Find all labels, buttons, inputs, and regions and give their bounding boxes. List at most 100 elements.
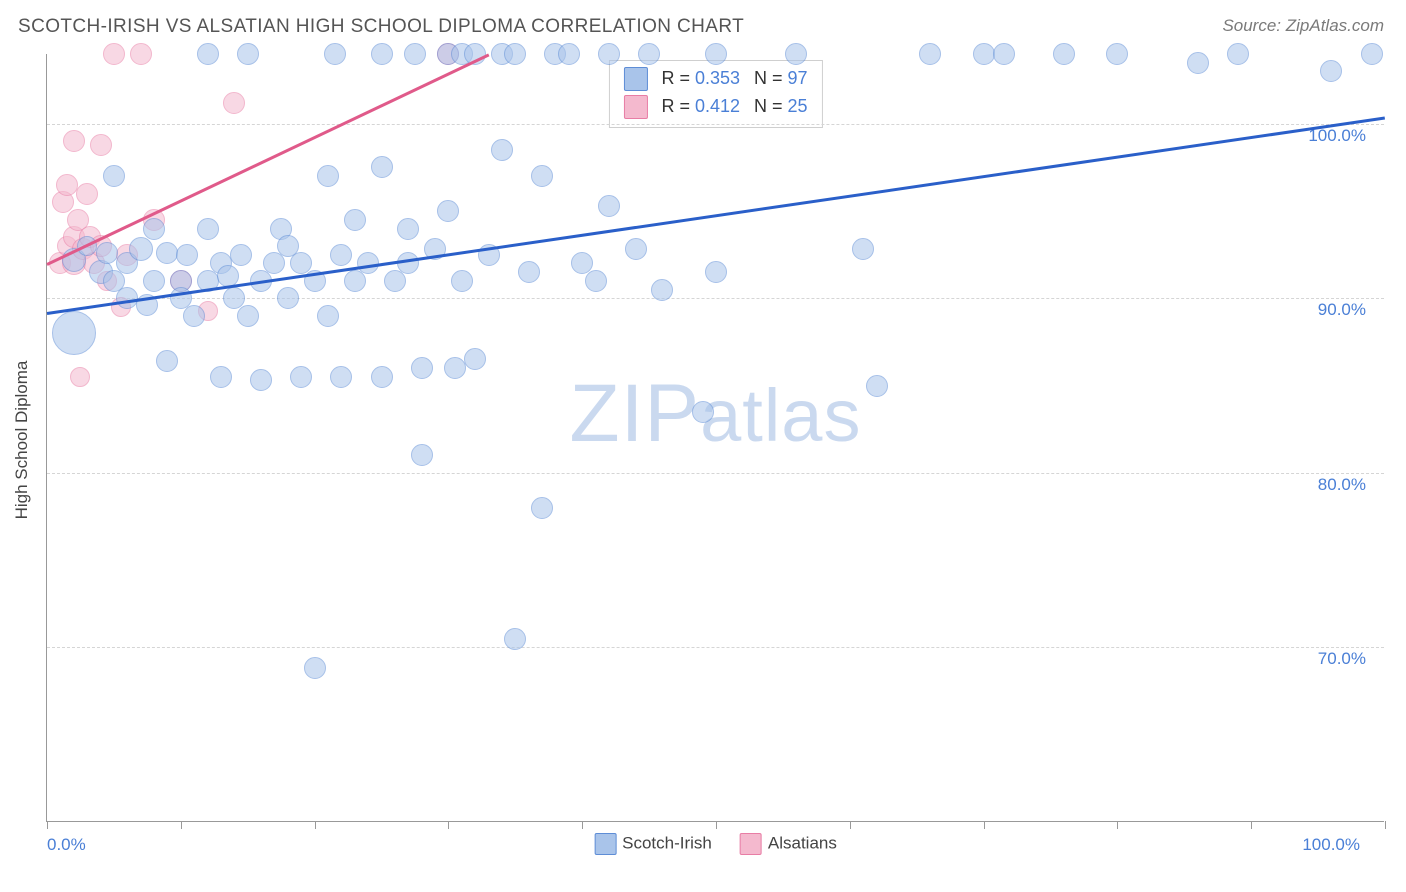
- data-point: [1187, 52, 1209, 74]
- data-point: [404, 43, 426, 65]
- y-axis-label: High School Diploma: [12, 361, 32, 520]
- data-point: [785, 43, 807, 65]
- data-point: [156, 350, 178, 372]
- data-point: [317, 305, 339, 327]
- data-point: [230, 244, 252, 266]
- data-point: [52, 311, 96, 355]
- stat-r-value: 0.353: [695, 68, 740, 88]
- data-point: [518, 261, 540, 283]
- stats-row: R = 0.412 N = 25: [623, 93, 807, 121]
- x-tick-mark: [582, 821, 583, 829]
- data-point: [143, 218, 165, 240]
- grid-line: [47, 647, 1384, 648]
- x-tick-mark: [47, 821, 48, 829]
- data-point: [103, 165, 125, 187]
- data-point: [1361, 43, 1383, 65]
- stats-row: R = 0.353N = 97: [623, 65, 807, 93]
- x-tick-mark: [448, 821, 449, 829]
- data-point: [651, 279, 673, 301]
- trend-line: [47, 117, 1385, 315]
- legend-item: Scotch-Irish: [594, 833, 712, 855]
- watermark-suffix: atlas: [700, 374, 861, 457]
- legend-label: Alsatians: [768, 833, 837, 852]
- data-point: [197, 43, 219, 65]
- data-point: [852, 238, 874, 260]
- data-point: [197, 218, 219, 240]
- data-point: [437, 200, 459, 222]
- data-point: [1320, 60, 1342, 82]
- grid-line: [47, 473, 1384, 474]
- data-point: [156, 242, 178, 264]
- data-point: [317, 165, 339, 187]
- plot-area: ZIPatlas R = 0.353N = 97R = 0.412N = 25 …: [46, 54, 1384, 822]
- data-point: [531, 165, 553, 187]
- x-tick-mark: [984, 821, 985, 829]
- stat-r-value: 0.412: [695, 96, 740, 116]
- data-point: [692, 401, 714, 423]
- stat-n-label: N = 25: [754, 93, 808, 121]
- data-point: [330, 366, 352, 388]
- x-tick-mark: [1385, 821, 1386, 829]
- x-tick-origin: 0.0%: [47, 835, 86, 855]
- bottom-legend: Scotch-Irish Alsatians: [594, 833, 837, 855]
- legend-swatch: [594, 833, 616, 855]
- data-point: [324, 43, 346, 65]
- data-point: [183, 305, 205, 327]
- data-point: [504, 43, 526, 65]
- data-point: [277, 287, 299, 309]
- stat-n-value: 97: [788, 68, 808, 88]
- data-point: [371, 43, 393, 65]
- legend-swatch: [740, 833, 762, 855]
- data-point: [210, 366, 232, 388]
- data-point: [237, 305, 259, 327]
- y-tick-label: 70.0%: [1318, 649, 1366, 669]
- watermark-prefix: ZIP: [570, 368, 701, 459]
- data-point: [103, 43, 125, 65]
- x-tick-mark: [716, 821, 717, 829]
- data-point: [451, 270, 473, 292]
- data-point: [76, 183, 98, 205]
- data-point: [130, 43, 152, 65]
- data-point: [176, 244, 198, 266]
- data-point: [70, 367, 90, 387]
- data-point: [304, 657, 326, 679]
- data-point: [444, 357, 466, 379]
- data-point: [464, 348, 486, 370]
- data-point: [90, 134, 112, 156]
- data-point: [129, 237, 153, 261]
- x-tick-mark: [1251, 821, 1252, 829]
- watermark: ZIPatlas: [570, 367, 862, 461]
- x-tick-end: 100.0%: [1302, 835, 1360, 855]
- grid-line: [47, 124, 1384, 125]
- legend-label: Scotch-Irish: [622, 833, 712, 852]
- data-point: [397, 218, 419, 240]
- data-point: [625, 238, 647, 260]
- data-point: [330, 244, 352, 266]
- data-point: [63, 130, 85, 152]
- x-tick-mark: [315, 821, 316, 829]
- data-point: [705, 261, 727, 283]
- y-tick-label: 90.0%: [1318, 300, 1366, 320]
- trend-line: [46, 54, 489, 266]
- legend-item: Alsatians: [740, 833, 837, 855]
- data-point: [598, 195, 620, 217]
- data-point: [705, 43, 727, 65]
- data-point: [638, 43, 660, 65]
- x-tick-mark: [181, 821, 182, 829]
- data-point: [223, 92, 245, 114]
- data-point: [371, 156, 393, 178]
- x-tick-mark: [1117, 821, 1118, 829]
- data-point: [1053, 43, 1075, 65]
- data-point: [371, 366, 393, 388]
- stat-n-value: 25: [788, 96, 808, 116]
- data-point: [1106, 43, 1128, 65]
- stat-r-label: R = 0.412: [661, 93, 740, 121]
- y-tick-label: 80.0%: [1318, 475, 1366, 495]
- data-point: [237, 43, 259, 65]
- legend-swatch: [623, 95, 647, 119]
- data-point: [143, 270, 165, 292]
- data-point: [411, 357, 433, 379]
- data-point: [96, 242, 118, 264]
- data-point: [585, 270, 607, 292]
- data-point: [504, 628, 526, 650]
